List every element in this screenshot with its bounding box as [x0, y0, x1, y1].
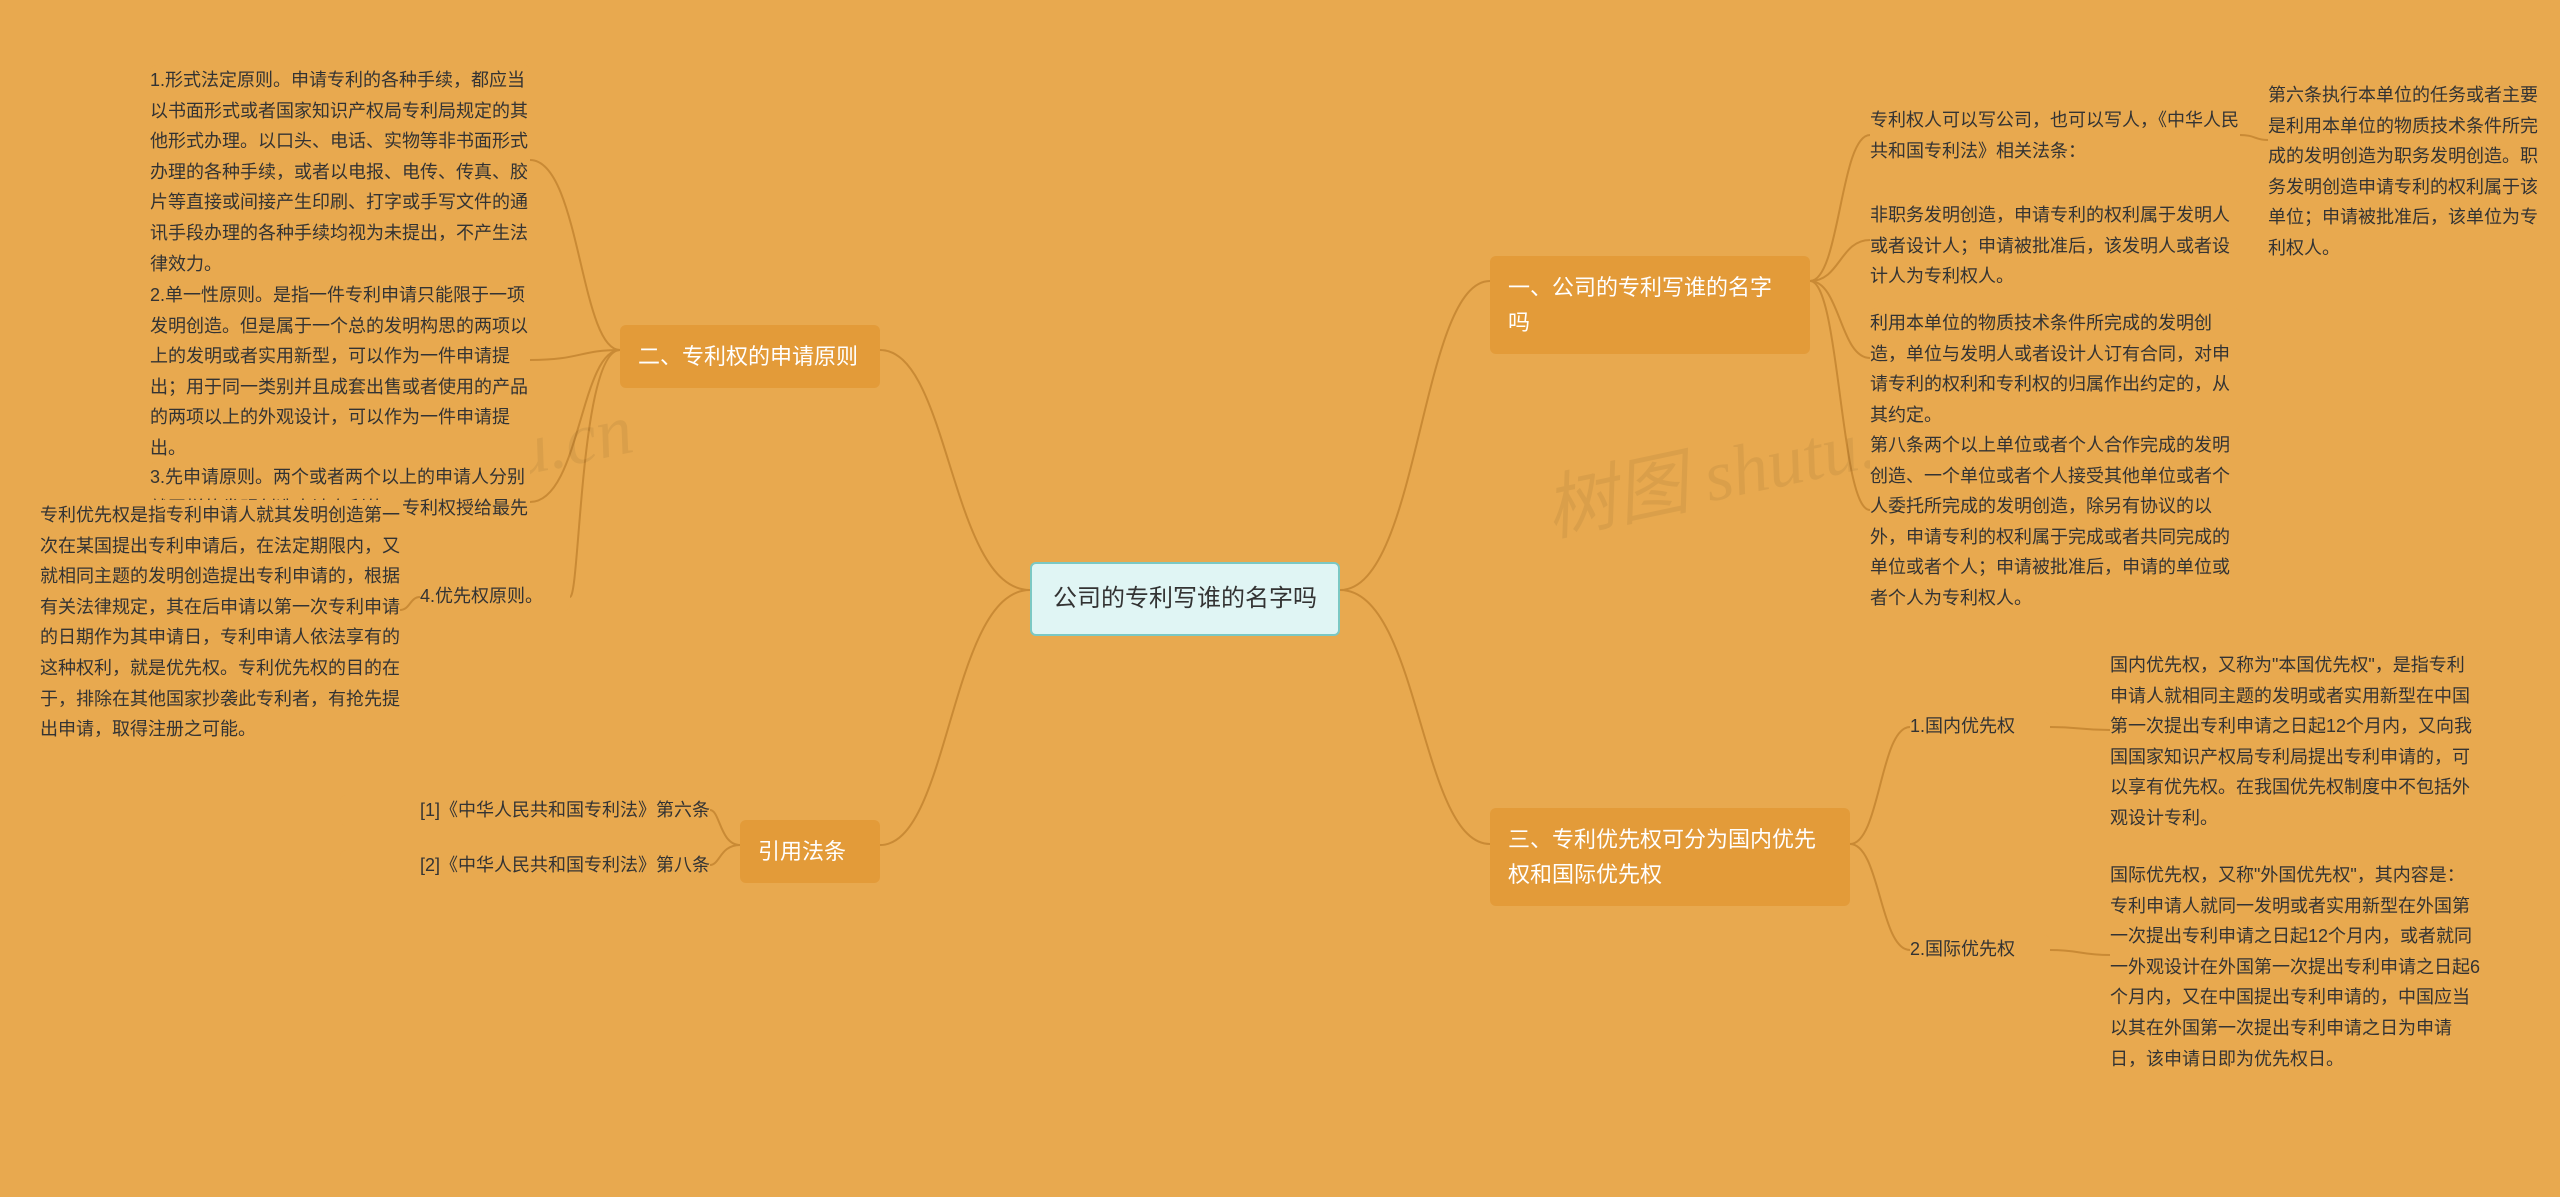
leaf-node: 专利权人可以写公司，也可以写人，《中华人民共和国专利法》相关法条： — [1870, 105, 2240, 166]
leaf-node: 2.单一性原则。是指一件专利申请只能限于一项发明创造。但是属于一个总的发明构思的… — [150, 280, 530, 464]
leaf-node: [2]《中华人民共和国专利法》第八条 — [340, 850, 710, 881]
leaf-node: 国际优先权，又称"外国优先权"，其内容是：专利申请人就同一发明或者实用新型在外国… — [2110, 860, 2480, 1074]
sub-node: 2.国际优先权 — [1910, 935, 2050, 964]
leaf-node: 第八条两个以上单位或者个人合作完成的发明创造、一个单位或者个人接受其他单位或者个… — [1870, 430, 2240, 614]
leaf-node: 专利优先权是指专利申请人就其发明创造第一次在某国提出专利申请后，在法定期限内，又… — [40, 500, 400, 745]
branch-node-3[interactable]: 三、专利优先权可分为国内优先权和国际优先权 — [1490, 808, 1850, 906]
branch-node-1[interactable]: 一、公司的专利写谁的名字吗 — [1490, 256, 1810, 354]
root-node[interactable]: 公司的专利写谁的名字吗 — [1030, 562, 1340, 636]
sub-node: 1.国内优先权 — [1910, 712, 2050, 741]
branch-node-2[interactable]: 二、专利权的申请原则 — [620, 325, 880, 388]
mindmap-canvas: 树图 shutu.cn 树图 shutu.cn 公司的专利写谁的名字吗 一、公司… — [0, 0, 2560, 1197]
leaf-node: [1]《中华人民共和国专利法》第六条 — [340, 795, 710, 826]
leaf-node: 非职务发明创造，申请专利的权利属于发明人或者设计人；申请被批准后，该发明人或者设… — [1870, 200, 2240, 292]
leaf-node: 第六条执行本单位的任务或者主要是利用本单位的物质技术条件所完成的发明创造为职务发… — [2268, 80, 2548, 264]
leaf-node: 国内优先权，又称为"本国优先权"，是指专利申请人就相同主题的发明或者实用新型在中… — [2110, 650, 2480, 834]
leaf-node: 1.形式法定原则。申请专利的各种手续，都应当以书面形式或者国家知识产权局专利局规… — [150, 65, 530, 279]
leaf-node: 利用本单位的物质技术条件所完成的发明创造，单位与发明人或者设计人订有合同，对申请… — [1870, 308, 2240, 430]
branch-node-citations[interactable]: 引用法条 — [740, 820, 880, 883]
sub-node: 4.优先权原则。 — [420, 582, 570, 611]
